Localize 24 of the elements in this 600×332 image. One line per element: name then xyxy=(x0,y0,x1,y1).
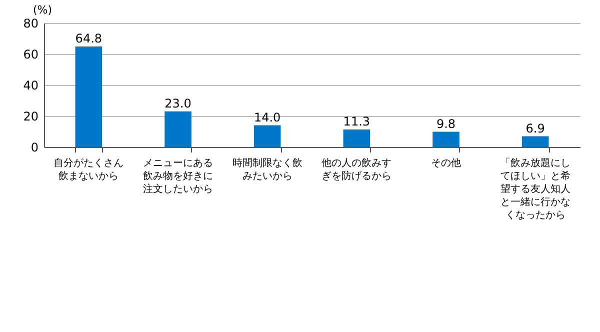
x-tick-label: 他の人の飲みすぎを防げるから xyxy=(322,157,392,182)
data-label: 14.0 xyxy=(254,110,281,124)
bar xyxy=(254,125,281,147)
y-tick-label: 60 xyxy=(23,48,38,62)
bar xyxy=(164,111,192,147)
y-tick-label: 40 xyxy=(23,78,38,92)
x-tick-label: 自分がたくさん飲まないから xyxy=(54,157,124,182)
x-tick-label: 「飲み放題にしてほしい」と希望する友人知人と一緒に行かなくなったから xyxy=(500,157,570,221)
x-tick-label: メニューにある飲み物を好きに注文したいから xyxy=(143,158,213,195)
y-tick-label: 20 xyxy=(23,110,38,124)
data-label: 11.3 xyxy=(343,114,370,128)
y-tick-label: 0 xyxy=(30,140,38,154)
data-label: 6.9 xyxy=(526,121,545,136)
bar xyxy=(522,136,549,147)
x-tick-label: 時間制限なく飲みたいから xyxy=(232,157,302,182)
bar xyxy=(432,132,460,147)
y-axis-title: (%) xyxy=(32,4,52,16)
data-label: 64.8 xyxy=(75,32,102,46)
y-tick-label: 80 xyxy=(23,16,38,30)
data-label: 9.8 xyxy=(436,116,456,131)
bar xyxy=(343,129,370,147)
bar xyxy=(75,46,102,147)
data-label: 23.0 xyxy=(164,96,192,110)
x-tick-label: その他 xyxy=(431,157,461,169)
